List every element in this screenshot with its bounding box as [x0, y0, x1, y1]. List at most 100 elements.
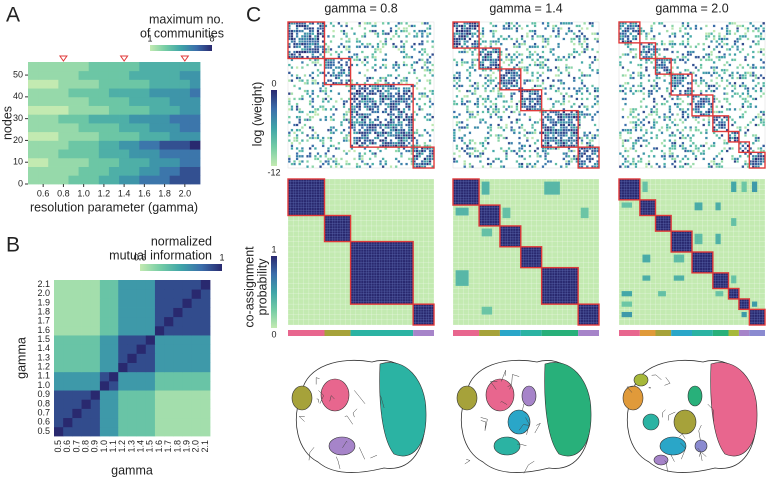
weight-cell: [639, 73, 643, 77]
weight-cell: [300, 126, 304, 130]
weight-cell: [665, 89, 669, 93]
weight-cell: [634, 126, 638, 130]
weight-cell: [329, 47, 333, 51]
weight-cell: [707, 97, 711, 101]
weight-cell: [484, 120, 488, 124]
weight-cell: [463, 24, 467, 28]
weight-cell: [342, 68, 346, 72]
weight-cell: [631, 34, 635, 38]
weight-cell: [373, 87, 377, 90]
weight-cell: [368, 149, 372, 153]
weight-cell: [707, 71, 711, 75]
weight-cell: [353, 115, 356, 119]
weight-cell: [749, 120, 753, 124]
weight-cell: [460, 50, 464, 54]
weight-cell: [293, 45, 296, 49]
weight-cell: [562, 115, 566, 119]
brain-region: [379, 362, 427, 457]
weight-cell: [533, 32, 537, 36]
weight-cell: [394, 29, 398, 33]
weight-cell: [407, 149, 411, 153]
weight-cell: [499, 42, 503, 46]
weight-cell: [694, 118, 698, 122]
weight-cell: [298, 45, 302, 49]
weight-cell: [551, 118, 555, 122]
weight-cell: [554, 73, 558, 77]
weight-cell: [329, 107, 333, 111]
heat-cell: [149, 62, 160, 72]
weight-cell: [525, 32, 529, 36]
heat-cell: [179, 149, 191, 159]
weight-cell: [596, 100, 600, 103]
weight-cell: [465, 76, 469, 80]
heat-cell: [98, 79, 110, 89]
weight-cell: [723, 92, 727, 96]
weight-cell: [631, 71, 635, 75]
weight-cell: [715, 76, 719, 80]
heat-cell: [54, 298, 64, 308]
weight-cell: [379, 139, 383, 143]
heat-cell: [189, 96, 201, 106]
weight-cell: [691, 162, 695, 166]
weight-cell: [676, 113, 680, 117]
heat-cell: [164, 280, 174, 290]
weight-cell: [520, 60, 524, 64]
brain-region: [694, 439, 708, 453]
weight-cell: [397, 139, 401, 143]
weight-cell: [544, 58, 548, 62]
weight-cell: [544, 115, 548, 119]
weight-cell: [366, 92, 369, 96]
weight-cell: [720, 79, 724, 83]
weight-cell: [518, 136, 521, 140]
weight-cell: [520, 154, 524, 158]
brain-region: [291, 385, 313, 411]
brain-parcel-line: [518, 424, 529, 431]
weight-cell: [458, 37, 461, 41]
community-box: [639, 199, 657, 217]
weight-cell: [287, 107, 291, 111]
weight-cell: [637, 160, 641, 163]
weight-cell: [650, 89, 654, 93]
weight-cell: [751, 87, 755, 90]
weight-cell: [657, 87, 661, 90]
weight-cell: [313, 34, 317, 38]
weight-cell: [681, 107, 685, 111]
brain-parcel-line: [480, 420, 486, 431]
weight-cell: [567, 154, 571, 158]
weight-cell: [397, 27, 401, 30]
heat-cell: [119, 149, 130, 159]
weight-cell: [681, 113, 685, 117]
heat-cell: [108, 79, 120, 89]
heat-cell: [90, 417, 101, 428]
weight-cell: [397, 34, 401, 38]
weight-cell: [379, 50, 383, 54]
weight-cell: [347, 162, 351, 166]
weight-cell: [591, 105, 594, 109]
weight-cell: [308, 126, 312, 130]
weight-cell: [504, 37, 508, 41]
weight-cell: [295, 102, 299, 106]
weight-cell: [730, 45, 734, 49]
community-box: [520, 246, 543, 269]
weight-cell: [460, 29, 464, 33]
weight-cell: [465, 89, 469, 93]
weight-cell: [536, 58, 540, 62]
weight-cell: [399, 131, 403, 135]
weight-cell: [339, 29, 343, 33]
weight-cell: [684, 146, 687, 150]
weight-cell: [593, 94, 597, 98]
weight-cell: [559, 58, 563, 62]
weight-cell: [564, 126, 568, 130]
heat-cell: [38, 88, 49, 98]
weight-cell: [639, 100, 643, 103]
weight-cell: [762, 113, 766, 117]
weight-cell: [759, 120, 763, 124]
weight-cell: [426, 162, 429, 166]
weight-cell: [681, 24, 685, 28]
weight-cell: [410, 45, 414, 49]
heat-cell: [98, 105, 110, 115]
weight-cell: [736, 47, 740, 51]
weight-cell: [332, 118, 336, 122]
weight-cell: [360, 133, 364, 137]
weight-cell: [431, 89, 435, 93]
